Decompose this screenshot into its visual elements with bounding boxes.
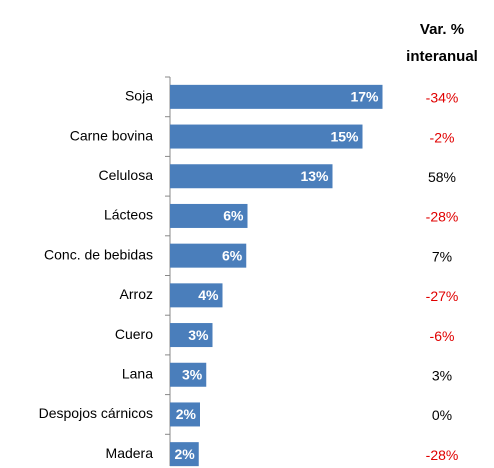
change-label: -28% <box>426 209 459 225</box>
change-label: -2% <box>430 129 455 145</box>
y-tick-label: Lácteos <box>104 207 153 223</box>
bar <box>170 442 199 467</box>
y-tick-label: Despojos cárnicos <box>39 405 153 421</box>
change-title: Var. % <box>420 21 464 38</box>
value-label: 3% <box>188 327 209 343</box>
change-label: 58% <box>428 169 456 185</box>
value-label: 13% <box>300 168 329 184</box>
change-label: 7% <box>432 248 452 264</box>
change-title: interanual <box>406 48 478 65</box>
value-label: 3% <box>182 366 203 382</box>
bar <box>170 164 333 189</box>
change-label: 0% <box>432 407 452 423</box>
value-label: 15% <box>330 128 359 144</box>
change-label: -27% <box>426 288 459 304</box>
bar <box>170 283 223 308</box>
y-tick-label: Celulosa <box>99 167 154 183</box>
y-tick-label: Conc. de bebidas <box>44 246 153 262</box>
value-label: 2% <box>175 446 196 462</box>
change-label: -34% <box>426 90 459 106</box>
value-label: 2% <box>176 406 197 422</box>
bar <box>170 84 383 109</box>
bar <box>170 203 248 228</box>
value-label: 4% <box>198 287 219 303</box>
bar <box>170 243 247 268</box>
y-tick-label: Soja <box>125 88 153 104</box>
y-tick-label: Cuero <box>115 326 153 342</box>
bar <box>170 124 363 149</box>
bar <box>170 323 213 348</box>
change-label: -6% <box>430 328 455 344</box>
bar <box>170 402 200 427</box>
change-label: 3% <box>432 367 452 383</box>
change-label: -28% <box>426 447 459 463</box>
y-tick-label: Madera <box>106 445 154 461</box>
y-tick-label: Carne bovina <box>70 127 153 143</box>
value-label: 6% <box>223 208 244 224</box>
value-label: 17% <box>350 89 379 105</box>
value-label: 6% <box>222 247 243 263</box>
y-tick-label: Arroz <box>120 286 153 302</box>
y-tick-label: Lana <box>122 365 153 381</box>
bar <box>170 362 207 387</box>
